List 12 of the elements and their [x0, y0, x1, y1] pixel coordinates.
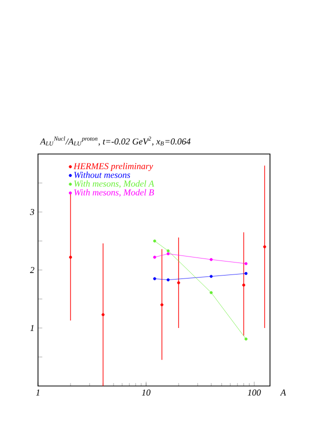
legend-label: With mesons, Model A: [74, 180, 154, 188]
x-tick-label: 100: [248, 390, 261, 396]
legend-label: With mesons, Model B: [74, 189, 154, 197]
y-tick-label: 1: [30, 325, 34, 331]
legend-label: HERMES preliminary: [74, 162, 154, 172]
x-axis-title: A: [280, 390, 286, 396]
legend-label: Without mesons: [74, 172, 130, 178]
x-tick-label: 1: [36, 390, 40, 396]
y-tick-label: 2: [30, 267, 34, 273]
y-tick-label: 3: [30, 208, 34, 216]
chart-title: A$_{LU}$$^{Nucl}$/A$_{LU}$$^{proton}$, t=-0.02 GeV$^{2}$, x$_{B}$=0.064: [40, 136, 190, 146]
x-tick-label: 10: [142, 390, 150, 396]
